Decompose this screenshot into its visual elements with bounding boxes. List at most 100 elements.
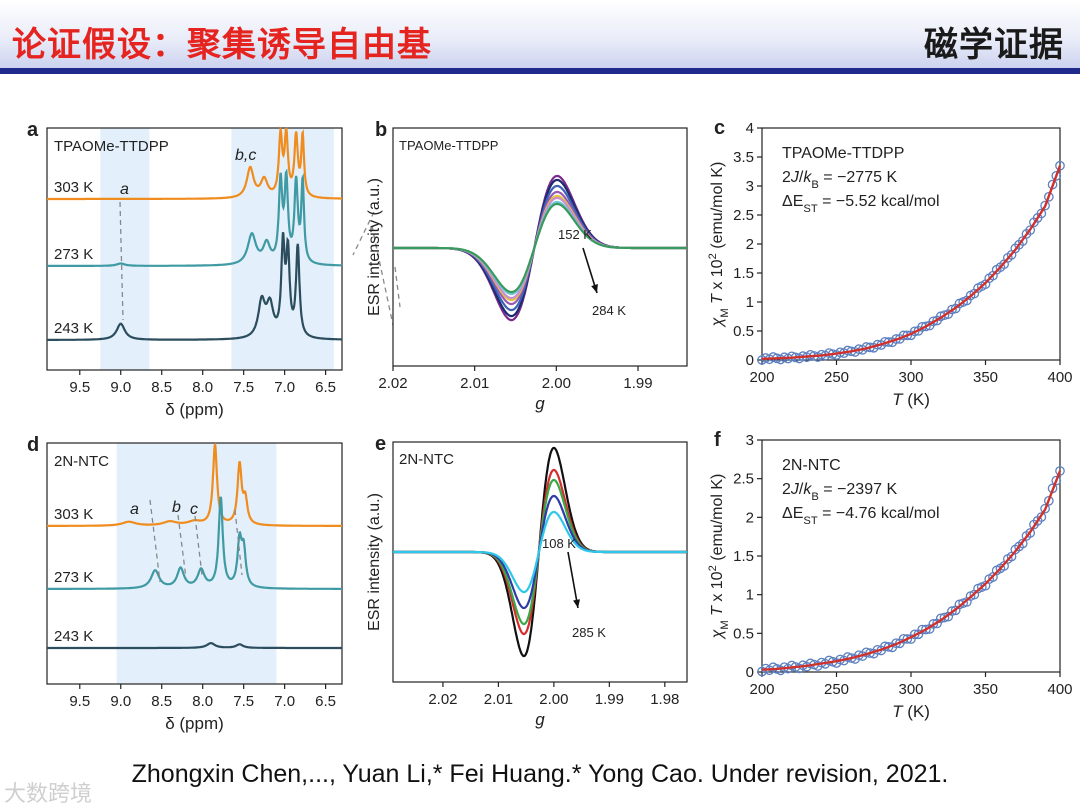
shaded-region-d-0 <box>116 443 277 684</box>
x-tick-label-d-6: 6.5 <box>315 693 336 710</box>
x-tick-label-e-0: 2.02 <box>428 691 457 708</box>
fit-curve-c <box>761 165 1062 360</box>
data-point-f-19-3 <box>1051 475 1062 486</box>
x-tick-label-d-0: 9.5 <box>69 693 90 710</box>
x-tick-label-c-0: 200 <box>749 369 774 386</box>
x-tick-label-c-3: 350 <box>973 369 998 386</box>
x-tick-label-a-5: 7.0 <box>274 379 295 396</box>
x-tick-label-a-6: 6.5 <box>315 379 336 396</box>
temp-start-label-e: 108 K <box>542 536 576 551</box>
temp-end-label-b: 284 K <box>592 303 626 318</box>
y-tick-label-f-0: 0 <box>746 664 754 681</box>
temp-arrow-e <box>567 551 579 609</box>
y-tick-label-f-6: 3 <box>746 432 754 449</box>
y-tick-label-c-0: 0 <box>746 352 754 369</box>
y-axis-label-f: χM T x 102 (emu/mol K) <box>707 474 731 641</box>
guide-dash-a-2 <box>371 225 381 266</box>
panel-label-f: f <box>714 429 721 451</box>
y-tick-label-c-4: 2 <box>746 236 754 253</box>
x-tick-label-d-3: 8.0 <box>192 693 213 710</box>
y-tick-label-c-7: 3.5 <box>733 149 754 166</box>
x-tick-label-e-3: 1.99 <box>595 691 624 708</box>
section-tag: 磁学证据 <box>924 25 1064 65</box>
y-tick-label-f-3: 1.5 <box>733 548 754 565</box>
x-axis-label-f: T (K) <box>892 702 930 721</box>
x-tick-label-c-1: 250 <box>824 369 849 386</box>
shaded-region-a-0 <box>100 128 150 370</box>
x-tick-label-b-3: 1.99 <box>623 375 652 392</box>
peak-annotation-d-0: a <box>130 501 139 518</box>
data-point-c-19-3 <box>1051 171 1062 181</box>
slide-header: 论证假设：聚集诱导自由基 磁学证据 <box>0 0 1080 72</box>
panel-label-d: d <box>27 434 39 456</box>
series-label-d-243k: 243 K <box>54 628 93 645</box>
x-tick-label-c-4: 400 <box>1047 369 1072 386</box>
temp-end-label-e: 285 K <box>572 625 606 640</box>
data-point-f-19-0 <box>1040 503 1050 514</box>
data-point-f-11-2 <box>928 619 939 629</box>
y-axis-label-c: χM T x 102 (emu/mol K) <box>707 162 731 329</box>
x-axis-label-d: δ (ppm) <box>165 714 224 733</box>
series-label-a-243k: 243 K <box>54 320 93 337</box>
data-point-c-last <box>1055 160 1065 171</box>
data-point-c-18-3 <box>1036 208 1047 219</box>
spectrum-line-a-303k <box>47 125 342 201</box>
x-tick-label-e-4: 1.98 <box>650 691 679 708</box>
compound-label-b: TPAOMe-TTDPP <box>399 138 498 153</box>
fit-parameter-J-c: 2J/kB = −2775 K <box>782 169 897 191</box>
x-tick-label-a-4: 7.5 <box>233 379 254 396</box>
data-point-f-last <box>1055 466 1065 476</box>
y-tick-label-c-6: 3 <box>746 178 754 195</box>
compound-label-c: TPAOMe-TTDPP <box>782 145 904 162</box>
temp-arrowhead-b <box>591 284 598 293</box>
compound-label-f: 2N-NTC <box>782 457 841 474</box>
data-point-f-18-0 <box>1025 528 1036 538</box>
y-tick-label-f-5: 2.5 <box>733 471 754 488</box>
x-tick-label-d-1: 9.0 <box>110 693 131 710</box>
x-tick-label-d-4: 7.5 <box>233 693 254 710</box>
data-point-c-12-3 <box>947 304 957 315</box>
x-tick-label-b-2: 2.00 <box>542 375 571 392</box>
data-point-f-11-0 <box>921 624 931 635</box>
series-label-d-303k: 303 K <box>54 506 93 523</box>
y-axis-label-e: ESR intensity (a.u.) <box>366 493 383 631</box>
data-point-c-9-3 <box>902 330 913 341</box>
temp-arrowhead-e <box>573 599 580 608</box>
temp-start-label-b: 152 K <box>558 227 592 242</box>
fit-parameter-dE-c: ΔEST = −5.52 kcal/mol <box>782 193 940 215</box>
y-tick-label-f-1: 0.5 <box>733 625 754 642</box>
series-label-a-303k: 303 K <box>54 179 93 196</box>
x-tick-label-a-0: 9.5 <box>69 379 90 396</box>
figure-panels: a 303 K 273 K 243 K a b,c TPAOMe-TTDPP 9.5 9.0 8.… <box>27 117 1073 733</box>
data-point-f-8-2 <box>883 642 894 652</box>
compound-label-a: TPAOMe-TTDPP <box>54 138 169 155</box>
x-tick-label-b-1: 2.01 <box>460 375 489 392</box>
x-axis-label-b: g <box>535 394 545 413</box>
guide-dash-a-3 <box>394 266 401 308</box>
y-tick-label-c-5: 2.5 <box>733 207 754 224</box>
guide-dash-d-1 <box>177 514 187 579</box>
spectrum-line-a-273k <box>47 168 343 267</box>
y-tick-label-c-2: 1 <box>746 294 754 311</box>
peak-annotation-a-0: a <box>120 181 129 198</box>
data-point-c-12-1 <box>939 310 950 321</box>
data-point-f-18-3 <box>1036 512 1047 522</box>
data-point-c-19-0 <box>1040 200 1050 211</box>
x-tick-label-f-1: 250 <box>824 681 849 698</box>
data-point-c-10-1 <box>909 326 920 337</box>
data-point-c-11-2 <box>928 316 939 327</box>
spectrum-line-d-273k <box>47 496 342 590</box>
x-tick-label-a-1: 9.0 <box>110 379 131 396</box>
guide-dash-d-2 <box>194 515 203 576</box>
x-tick-label-f-0: 200 <box>749 681 774 698</box>
peak-annotation-d-2: c <box>190 501 198 518</box>
fit-parameter-J-f: 2J/kB = −2397 K <box>782 481 897 503</box>
data-point-f-9-3 <box>902 634 913 644</box>
fit-parameter-dE-f: ΔEST = −4.76 kcal/mol <box>782 505 940 527</box>
esr-trace-b-7 <box>393 202 687 294</box>
plot-frame-d <box>46 442 343 685</box>
guide-dash-a-0 <box>352 211 375 256</box>
citation: Zhongxin Chen,..., Yuan Li,* Fei Huang.*… <box>131 760 949 788</box>
guide-dash-a-1 <box>371 225 394 326</box>
compound-label-d: 2N-NTC <box>54 453 109 470</box>
